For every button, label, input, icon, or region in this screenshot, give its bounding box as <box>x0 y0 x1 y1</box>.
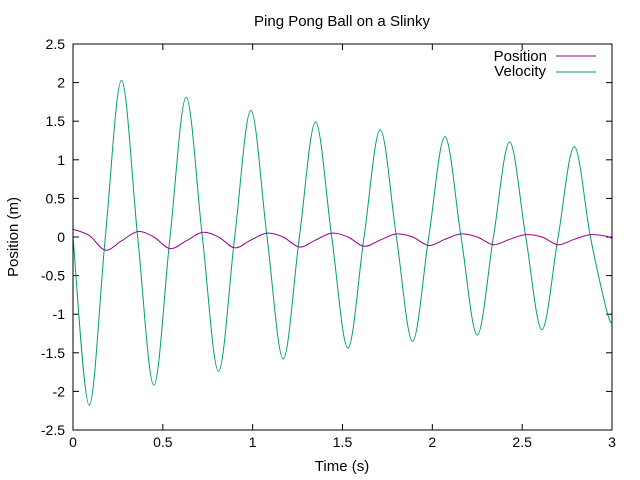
y-tick-label: -2.5 <box>41 422 65 438</box>
y-tick-label: -0.5 <box>41 268 65 284</box>
y-axis-ticks: -2.5 -2 -1.5 -1 -0.5 0 0.5 1 1.5 2 2.5 <box>41 36 612 438</box>
y-tick-label: 1.5 <box>46 113 66 129</box>
legend-label-position: Position <box>494 48 547 65</box>
x-tick-label: 0.5 <box>153 434 173 450</box>
x-tick-label: 3 <box>608 434 616 450</box>
y-tick-label: 2 <box>57 75 65 91</box>
series-line-velocity <box>72 79 613 406</box>
legend: Position Velocity <box>494 48 596 80</box>
y-tick-label: -1.5 <box>41 345 65 361</box>
x-tick-label: 2.5 <box>512 434 532 450</box>
chart-title: Ping Pong Ball on a Slinky <box>254 13 430 30</box>
x-tick-label: 1.5 <box>333 434 353 450</box>
y-tick-label: 0 <box>57 229 65 245</box>
legend-label-velocity: Velocity <box>494 63 546 80</box>
x-tick-label: 2 <box>428 434 436 450</box>
x-tick-label: 1 <box>249 434 257 450</box>
y-tick-label: 0.5 <box>46 190 66 206</box>
series-layer <box>72 79 613 406</box>
x-axis-ticks: 0 0.5 1 1.5 2 2.5 3 <box>69 44 616 450</box>
y-tick-label: 1 <box>57 152 65 168</box>
y-tick-label: -1 <box>53 306 66 322</box>
y-axis-label: Position (m) <box>5 197 22 277</box>
x-tick-label: 0 <box>69 434 77 450</box>
plot-frame <box>72 43 613 431</box>
x-axis-label: Time (s) <box>315 458 369 475</box>
y-tick-label: -2 <box>53 383 66 399</box>
series-line-position <box>72 228 613 251</box>
y-tick-label: 2.5 <box>46 36 66 52</box>
